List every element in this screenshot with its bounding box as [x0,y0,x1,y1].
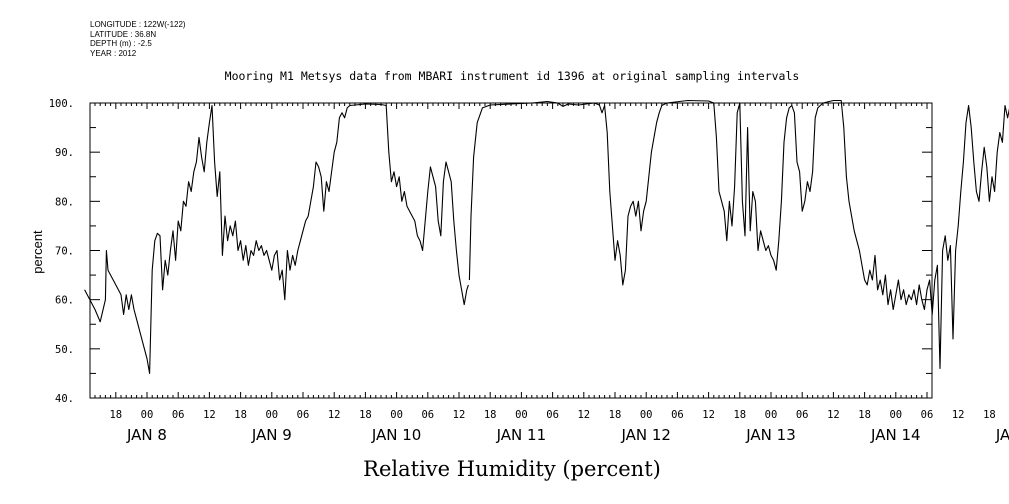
hour-tick-label: 00 [640,409,653,421]
hour-tick-label: 12 [453,409,466,421]
longitude-line: LONGITUDE : 122W(-122) [90,20,186,29]
depth-line: DEPTH (m) : -2.5 [90,39,152,48]
hour-tick-label: 12 [702,409,715,421]
series-group [84,99,1009,374]
hour-tick-label: 18 [733,409,746,421]
hour-tick-label: 18 [109,409,122,421]
y-tick-label: 100. [49,98,74,110]
y-tick-label: 60. [55,295,74,307]
hour-tick-label: 18 [609,409,622,421]
plot-frame [89,102,933,399]
hour-tick-label: 06 [546,409,559,421]
humidity-series-line [468,99,1009,370]
hour-tick-label: 18 [484,409,497,421]
hour-tick-label: 18 [359,409,372,421]
hour-tick-label: 12 [952,409,965,421]
chart-title: Mooring M1 Metsys data from MBARI instru… [225,69,800,83]
hour-tick-label: 00 [515,409,528,421]
hour-tick-label: 00 [265,409,278,421]
x-axis-label: Relative Humidity (percent) [363,457,661,481]
hour-tick-label: 18 [858,409,871,421]
hour-tick-label: 06 [671,409,684,421]
day-label: JAN 13 [745,426,796,444]
day-label: JAN 10 [371,426,422,444]
day-label: JAN 12 [620,426,671,444]
hour-tick-label: 18 [234,409,247,421]
day-label: JAN 15 [995,426,1009,444]
hour-tick-label: 06 [172,409,185,421]
hour-tick-label: 00 [390,409,403,421]
day-label: JAN 14 [870,426,921,444]
y-axis-label: percent [30,230,45,274]
year-line: YEAR : 2012 [90,48,137,58]
y-tick-label: 50. [55,344,74,356]
hour-tick-label: 12 [203,409,216,421]
y-tick-label: 90. [55,147,74,159]
axes-group: 18 00 06 12 18 00 06 12 18 00 06 12 18 00 06 12 18 00 06 12… [49,98,1009,444]
day-label: JAN 9 [251,426,292,444]
hour-tick-label: 12 [577,409,590,421]
latitude-line: LATITUDE : 36.8N [90,29,157,39]
y-tick-label: 80. [55,196,74,208]
hour-tick-label: 06 [921,409,934,421]
metadata-block: LONGITUDE : 122W(-122) LATITUDE : 36.8N … [90,20,186,58]
hour-tick-label: 00 [141,409,154,421]
hour-tick-label: 18 [983,409,996,421]
day-label: JAN 11 [496,426,547,444]
day-label: JAN 8 [126,426,167,444]
hour-tick-label: 06 [796,409,809,421]
hour-tick-label: 00 [889,409,902,421]
hour-tick-label: 06 [297,409,310,421]
y-tick-label: 40. [55,393,74,405]
humidity-series-line [84,103,469,374]
hour-tick-label: 00 [765,409,778,421]
hour-tick-label: 06 [421,409,434,421]
hour-tick-label: 12 [827,409,840,421]
hour-tick-label: 12 [328,409,341,421]
y-tick-label: 70. [55,246,74,258]
